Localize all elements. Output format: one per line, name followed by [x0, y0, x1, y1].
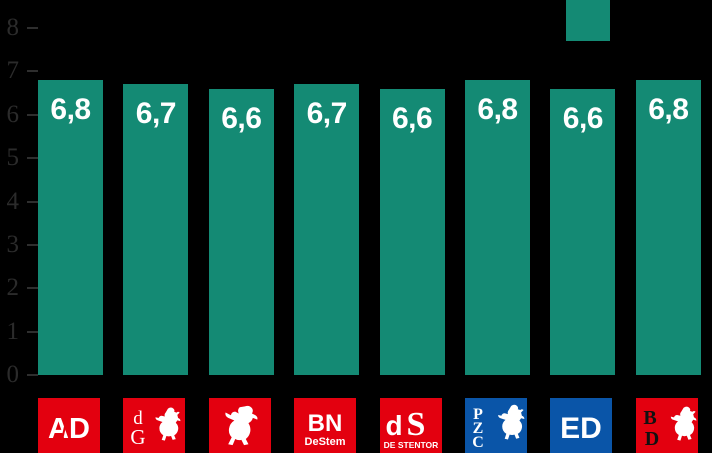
y-axis-tick-mark [27, 113, 38, 116]
legend-color-swatch [566, 0, 610, 41]
bar-value-label: 6,7 [306, 97, 348, 131]
y-axis-tick-mark [27, 287, 38, 290]
bar[interactable]: 6,6 [550, 88, 616, 375]
y-axis-tick-mark [27, 330, 38, 333]
ed-logo-icon: ED [550, 398, 613, 453]
ed-logo[interactable]: ED [550, 398, 613, 453]
ad-logo-icon: AD [38, 398, 100, 453]
y-axis-tick-mark [27, 243, 38, 246]
bar[interactable]: 6,8 [38, 80, 103, 375]
y-axis-tick-label: 0 [6, 361, 20, 388]
y-axis-tick-label: 5 [6, 144, 20, 172]
y-axis-tick-label: 3 [6, 230, 20, 258]
bar-value-label: 6,8 [477, 93, 518, 127]
y-axis-tick-label: 4 [6, 187, 20, 215]
bar-value-label: 6,8 [50, 93, 91, 127]
bd-logo-icon: BD [635, 398, 698, 453]
svg-text:ED: ED [561, 412, 603, 445]
tubantia-logo[interactable] [208, 398, 271, 453]
plot-area: 6,8 6,7 6,6 6,7 6,6 6,8 6,6 6,8 [38, 80, 701, 375]
tubantia-logo-icon [208, 398, 271, 453]
svg-text:Z: Z [473, 420, 484, 437]
svg-text:B: B [643, 407, 656, 429]
bn-destem-logo[interactable]: BN DeStem [294, 398, 357, 453]
svg-text:BN: BN [308, 410, 343, 437]
bar-value-label: 6,7 [135, 97, 177, 131]
y-axis-tick-label: 6 [6, 100, 20, 128]
pzc-logo-icon: PZC [465, 398, 527, 453]
svg-text:d: d [385, 410, 402, 441]
bar-value-label: 6,8 [648, 93, 689, 127]
svg-text:AD: AD [48, 413, 90, 445]
y-axis-tick-mark [27, 70, 38, 73]
bar[interactable]: 6,7 [123, 84, 189, 375]
y-axis-tick-label: 8 [6, 14, 20, 41]
y-axis-tick-label: 1 [6, 317, 20, 345]
y-axis-tick-label: 7 [6, 57, 20, 85]
bar-value-label: 6,6 [391, 101, 433, 135]
svg-text:G: G [131, 425, 146, 449]
ad-logo[interactable]: AD [38, 398, 100, 453]
svg-text:DeStem: DeStem [305, 436, 346, 448]
category-logo-strip: AD d G BN DeStem d S DE STENTOR P Z C ED B D [0, 398, 712, 453]
bar[interactable]: 6,6 [379, 88, 445, 375]
bar[interactable]: 6,8 [465, 80, 530, 375]
svg-text:d: d [134, 408, 144, 429]
bar-value-label: 6,6 [562, 101, 604, 135]
svg-text:DE STENTOR: DE STENTOR [383, 440, 438, 450]
dg-logo-icon: dG [123, 398, 186, 453]
de-stentor-logo-icon: d SDE STENTOR [379, 398, 442, 453]
svg-text:P: P [473, 406, 483, 423]
y-axis-tick-mark [27, 374, 38, 376]
svg-text:C: C [472, 434, 484, 451]
svg-text:D: D [645, 428, 659, 450]
y-axis-tick-mark [27, 200, 38, 203]
bar-value-label: 6,6 [221, 101, 262, 135]
de-stentor-logo[interactable]: d S DE STENTOR [379, 398, 442, 453]
bar[interactable]: 6,8 [635, 80, 701, 375]
y-axis: 0 1 2 3 4 5 6 7 8 [0, 0, 38, 390]
svg-text:S: S [406, 406, 425, 443]
bar[interactable]: 6,7 [294, 84, 360, 375]
y-axis-tick-label: 2 [6, 274, 20, 302]
y-axis-tick-mark [27, 27, 38, 29]
y-axis-tick-mark [27, 157, 38, 160]
bar[interactable]: 6,6 [208, 88, 274, 375]
